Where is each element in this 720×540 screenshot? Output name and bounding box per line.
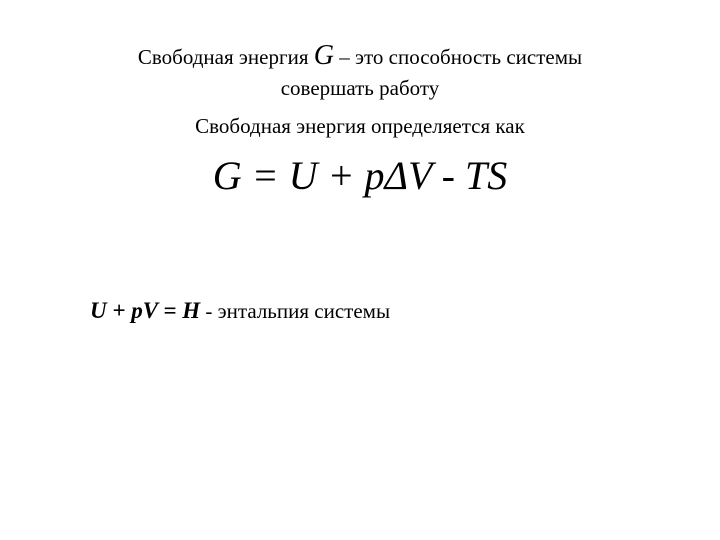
definition-line-1: Свободная энергия G – это способность си… xyxy=(60,38,660,73)
main-equation: G = U + pΔV - TS xyxy=(60,154,660,198)
enthalpy-line: U + pV = H - энтальпия системы xyxy=(60,298,660,324)
definition-text-after: – это способность системы xyxy=(334,45,582,69)
enthalpy-formula: U + pV = H xyxy=(90,298,200,323)
enthalpy-separator: - xyxy=(200,299,218,323)
slide: Свободная энергия G – это способность си… xyxy=(0,0,720,540)
enthalpy-text: энтальпия системы xyxy=(218,299,390,323)
definition-symbol-G: G xyxy=(314,40,334,71)
definition-intro: Свободная энергия определяется как xyxy=(60,113,660,139)
definition-line-2: совершать работу xyxy=(60,75,660,101)
definition-text-before: Свободная энергия xyxy=(138,45,314,69)
